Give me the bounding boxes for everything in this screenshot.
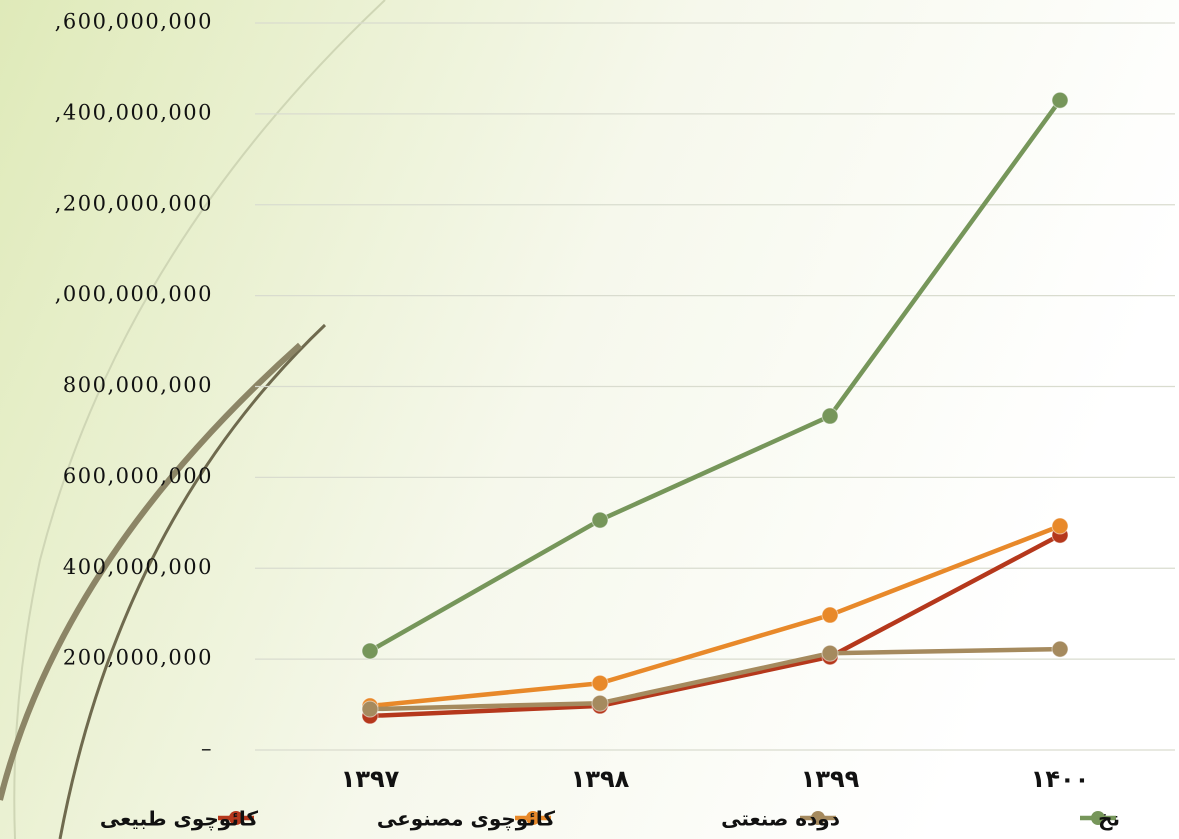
x-tick-label: ۱۳۹۹ bbox=[801, 765, 860, 793]
legend-swatch bbox=[1091, 811, 1105, 825]
data-point bbox=[591, 674, 609, 692]
y-tick-label: ,600,000,000 bbox=[55, 10, 213, 34]
y-tick-label: – bbox=[201, 737, 213, 761]
series-line bbox=[369, 533, 1062, 719]
data-point bbox=[591, 511, 609, 529]
x-tick-label: ۱۳۹۸ bbox=[571, 765, 630, 793]
x-tick-label: ۱۳۹۷ bbox=[341, 765, 400, 793]
data-point bbox=[361, 642, 379, 660]
decor-curve bbox=[58, 323, 327, 839]
legend-label: دوده صنعتی bbox=[721, 807, 840, 831]
y-tick-label: 200,000,000 bbox=[63, 646, 213, 670]
series-line bbox=[369, 646, 1061, 712]
series-line bbox=[368, 98, 1062, 653]
data-point bbox=[1051, 91, 1069, 109]
legend-label: کائوچوی مصنوعی bbox=[377, 807, 555, 832]
legend-label: نخ bbox=[1098, 807, 1120, 831]
decor-curve bbox=[0, 342, 303, 801]
data-point bbox=[821, 644, 839, 662]
series-line bbox=[369, 523, 1061, 709]
legend-swatch bbox=[229, 811, 243, 825]
data-point bbox=[821, 407, 839, 425]
legend-label: کائوچوی طبیعی bbox=[100, 807, 258, 832]
y-tick-label: 400,000,000 bbox=[63, 555, 213, 579]
y-tick-label: 800,000,000 bbox=[63, 373, 213, 397]
data-point bbox=[361, 700, 379, 718]
y-tick-label: ,400,000,000 bbox=[55, 100, 213, 124]
y-tick-label: ,000,000,000 bbox=[55, 282, 213, 306]
data-point bbox=[1051, 517, 1069, 535]
y-tick-label: 600,000,000 bbox=[63, 464, 213, 488]
data-point bbox=[821, 606, 839, 624]
legend-swatch bbox=[526, 811, 540, 825]
x-tick-label: ۱۴۰۰ bbox=[1031, 765, 1090, 793]
y-tick-label: ,200,000,000 bbox=[55, 191, 213, 215]
decor-curve bbox=[13, 0, 386, 839]
data-point bbox=[1051, 640, 1069, 658]
data-point bbox=[591, 694, 609, 712]
legend-swatch bbox=[811, 811, 825, 825]
